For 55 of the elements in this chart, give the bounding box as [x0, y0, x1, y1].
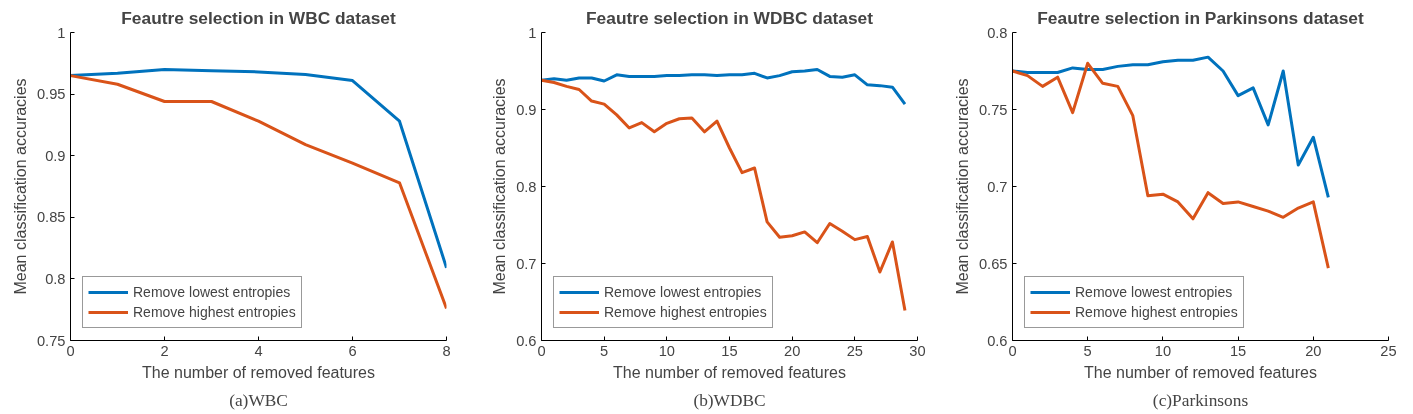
x-tick-label: 10: [658, 342, 675, 359]
y-tick-label: 0.8: [45, 270, 66, 287]
legend-label: Remove lowest entropies: [604, 284, 762, 300]
x-tick-label: 15: [721, 342, 738, 359]
x-tick-label: 5: [1083, 342, 1092, 359]
legend-label: Remove highest entropies: [133, 304, 296, 320]
x-tick-label: 10: [1154, 342, 1172, 359]
chart-title: Feautre selection in Parkinsons dataset: [1037, 7, 1364, 28]
x-tick-label: 0: [537, 342, 546, 359]
y-tick-label: 0.75: [978, 101, 1008, 118]
y-tick-label: 0.85: [36, 209, 66, 226]
chart-title: Feautre selection in WDBC dataset: [586, 7, 874, 28]
y-tick-label: 0.95: [36, 86, 66, 103]
y-tick-label: 0.9: [516, 101, 537, 118]
x-tick-label: 6: [348, 342, 357, 359]
y-tick-label: 0.8: [987, 24, 1008, 41]
legend-label: Remove lowest entropies: [133, 284, 291, 300]
y-axis-title: Mean classification accuracies: [11, 78, 29, 295]
y-tick-label: 1: [57, 24, 66, 41]
x-tick-label: 0: [1008, 342, 1017, 359]
line-series: [541, 67, 907, 106]
x-tick-label: 15: [1229, 342, 1247, 359]
text: (c)Parkinsons: [1152, 390, 1249, 410]
y-tick-label: 0.7: [987, 178, 1008, 195]
y-tick-label: 0.8: [516, 178, 537, 195]
x-axis-title: The number of removed features: [142, 363, 376, 381]
x-tick-label: 5: [600, 342, 609, 359]
y-tick-label: 0.6: [987, 332, 1008, 349]
x-tick-label: 30: [909, 342, 926, 359]
x-axis-title: The number of removed features: [613, 363, 847, 381]
line-series: [70, 67, 447, 270]
x-tick-label: 25: [1380, 342, 1397, 359]
legend-label: Remove highest entropies: [1075, 304, 1238, 320]
chart-title: Feautre selection in WBC dataset: [121, 7, 396, 28]
line-series: [1012, 61, 1330, 270]
y-tick-label: 0.9: [45, 147, 66, 164]
y-tick-label: 0.6: [516, 332, 537, 349]
x-tick-label: 20: [1305, 342, 1322, 359]
x-tick-label: 20: [784, 342, 801, 359]
x-axis-title: The number of removed features: [1084, 363, 1318, 381]
legend-label: Remove lowest entropies: [1075, 284, 1233, 300]
y-axis-title: Mean classification accuracies: [491, 78, 509, 295]
y-tick-label: 0.65: [978, 255, 1008, 272]
x-tick-label: 0: [66, 342, 75, 359]
legend-label: Remove highest entropies: [604, 304, 767, 320]
x-tick-label: 8: [442, 342, 451, 359]
x-tick-label: 2: [160, 342, 169, 359]
y-tick-label: 0.7: [516, 255, 537, 272]
x-tick-label: 25: [846, 342, 863, 359]
y-tick-label: 1: [528, 24, 537, 41]
y-tick-label: 0.75: [36, 332, 66, 349]
y-axis-title: Mean classification accuracies: [953, 78, 971, 295]
text: (a)WBC: [229, 390, 288, 410]
x-tick-label: 4: [254, 342, 263, 359]
text: (b)WDBC: [693, 390, 766, 410]
